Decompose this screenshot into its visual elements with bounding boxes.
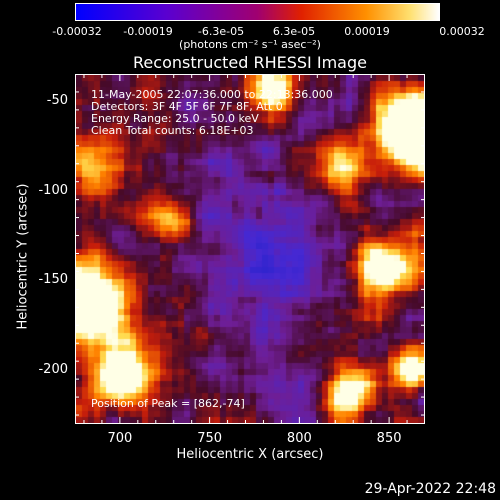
annotation-time: 11-May-2005 22:07:36.000 to 22:13:36.000 xyxy=(91,88,333,101)
timestamp: 29-Apr-2022 22:48 xyxy=(364,481,496,497)
annotation-energy: Energy Range: 25.0 - 50.0 keV xyxy=(91,112,259,125)
colorbar-tick-label: -0.00032 xyxy=(52,25,102,38)
x-tick-label: 850 xyxy=(376,431,402,446)
annotation-detectors: Detectors: 3F 4F 5F 6F 7F 8F, Att 0 xyxy=(91,100,283,113)
y-axis-title: Heliocentric Y (arcsec) xyxy=(15,183,31,330)
colorbar-unit: (photons cm⁻² s⁻¹ asec⁻²) xyxy=(179,38,321,51)
colorbar-tick-label: -0.00019 xyxy=(123,25,173,38)
y-tick-label: -50 xyxy=(46,92,68,108)
axis-ticks xyxy=(75,74,425,424)
x-axis-title: Heliocentric X (arcsec) xyxy=(176,447,324,462)
colorbar xyxy=(75,3,440,21)
x-tick-label: 750 xyxy=(197,431,223,446)
y-tick-label: -150 xyxy=(38,272,68,288)
annotation-peak: Position of Peak = [862,-74] xyxy=(91,397,245,410)
x-tick-label: 700 xyxy=(107,431,133,446)
y-tick-label: -100 xyxy=(38,182,68,198)
annotation-counts: Clean Total counts: 6.18E+03 xyxy=(91,124,254,137)
x-tick-label: 800 xyxy=(286,431,312,446)
colorbar-tick-label: 6.3e-05 xyxy=(272,25,316,38)
colorbar-tick-label: 0.00019 xyxy=(344,25,390,38)
heatmap-image xyxy=(76,75,424,423)
y-tick-label: -200 xyxy=(38,362,68,378)
colorbar-tick-label: -6.3e-05 xyxy=(197,25,245,38)
colorbar-tick-label: 0.00032 xyxy=(439,25,485,38)
plot-area: 11-May-2005 22:07:36.000 to 22:13:36.000… xyxy=(75,74,425,424)
chart-title: Reconstructed RHESSI Image xyxy=(133,53,367,72)
